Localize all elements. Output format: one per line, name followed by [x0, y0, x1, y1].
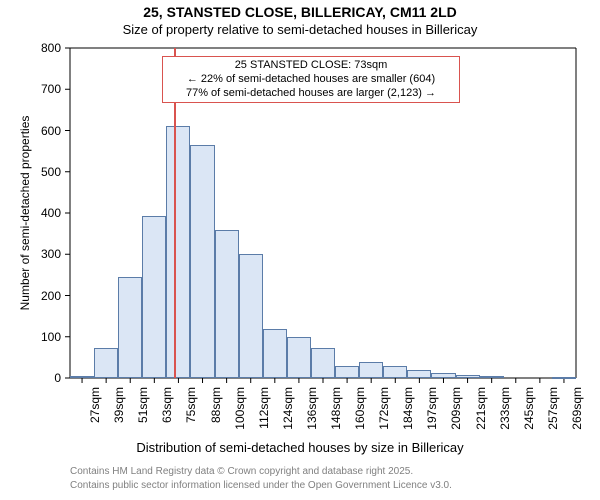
x-tick-label: 100sqm	[233, 387, 247, 437]
footer-attribution-1: Contains HM Land Registry data © Crown c…	[70, 466, 413, 477]
histogram-bar	[118, 277, 142, 378]
histogram-bar	[287, 337, 311, 378]
x-tick-label: 88sqm	[209, 387, 223, 437]
y-tick-label: 300	[31, 247, 61, 261]
histogram-bar	[215, 230, 239, 379]
y-tick-label: 100	[31, 330, 61, 344]
histogram-bar	[383, 366, 407, 378]
histogram-bar	[70, 376, 94, 378]
x-tick-label: 257sqm	[546, 387, 560, 437]
histogram-bar	[456, 375, 480, 378]
x-tick-label: 75sqm	[184, 387, 198, 437]
annotation-line-2: ← 22% of semi-detached houses are smalle…	[169, 73, 453, 87]
x-tick-label: 124sqm	[281, 387, 295, 437]
annotation-line-1: 25 STANSTED CLOSE: 73sqm	[169, 59, 453, 73]
annotation-line-3: 77% of semi-detached houses are larger (…	[169, 87, 453, 101]
histogram-bar	[166, 126, 190, 378]
histogram-bar	[239, 254, 263, 378]
histogram-bar	[142, 216, 166, 378]
histogram-bar	[359, 362, 383, 379]
x-tick-label: 184sqm	[401, 387, 415, 437]
y-tick-label: 600	[31, 124, 61, 138]
annotation-box: 25 STANSTED CLOSE: 73sqm ← 22% of semi-d…	[162, 56, 460, 103]
histogram-bar	[407, 370, 431, 378]
x-tick-label: 51sqm	[136, 387, 150, 437]
chart-container: 25, STANSTED CLOSE, BILLERICAY, CM11 2LD…	[0, 0, 600, 500]
x-tick-label: 209sqm	[449, 387, 463, 437]
y-tick-label: 400	[31, 206, 61, 220]
histogram-bar	[263, 329, 287, 379]
histogram-bar	[94, 348, 118, 378]
x-tick-label: 269sqm	[570, 387, 584, 437]
x-tick-label: 221sqm	[474, 387, 488, 437]
footer-attribution-2: Contains public sector information licen…	[70, 480, 452, 491]
x-tick-label: 233sqm	[498, 387, 512, 437]
histogram-bar	[552, 377, 576, 379]
x-tick-label: 148sqm	[329, 387, 343, 437]
y-tick-label: 700	[31, 82, 61, 96]
histogram-bar	[311, 348, 335, 378]
x-tick-label: 245sqm	[522, 387, 536, 437]
x-tick-label: 27sqm	[88, 387, 102, 437]
y-tick-label: 200	[31, 289, 61, 303]
x-tick-label: 160sqm	[353, 387, 367, 437]
x-tick-label: 136sqm	[305, 387, 319, 437]
histogram-bar	[431, 373, 455, 378]
y-tick-label: 500	[31, 165, 61, 179]
histogram-bar	[480, 376, 504, 378]
histogram-bar	[190, 145, 214, 378]
x-tick-label: 63sqm	[160, 387, 174, 437]
x-tick-label: 172sqm	[377, 387, 391, 437]
y-tick-label: 800	[31, 41, 61, 55]
y-tick-label: 0	[31, 371, 61, 385]
histogram-bar	[335, 366, 359, 378]
x-tick-label: 39sqm	[112, 387, 126, 437]
x-tick-label: 112sqm	[257, 387, 271, 437]
x-tick-label: 197sqm	[425, 387, 439, 437]
